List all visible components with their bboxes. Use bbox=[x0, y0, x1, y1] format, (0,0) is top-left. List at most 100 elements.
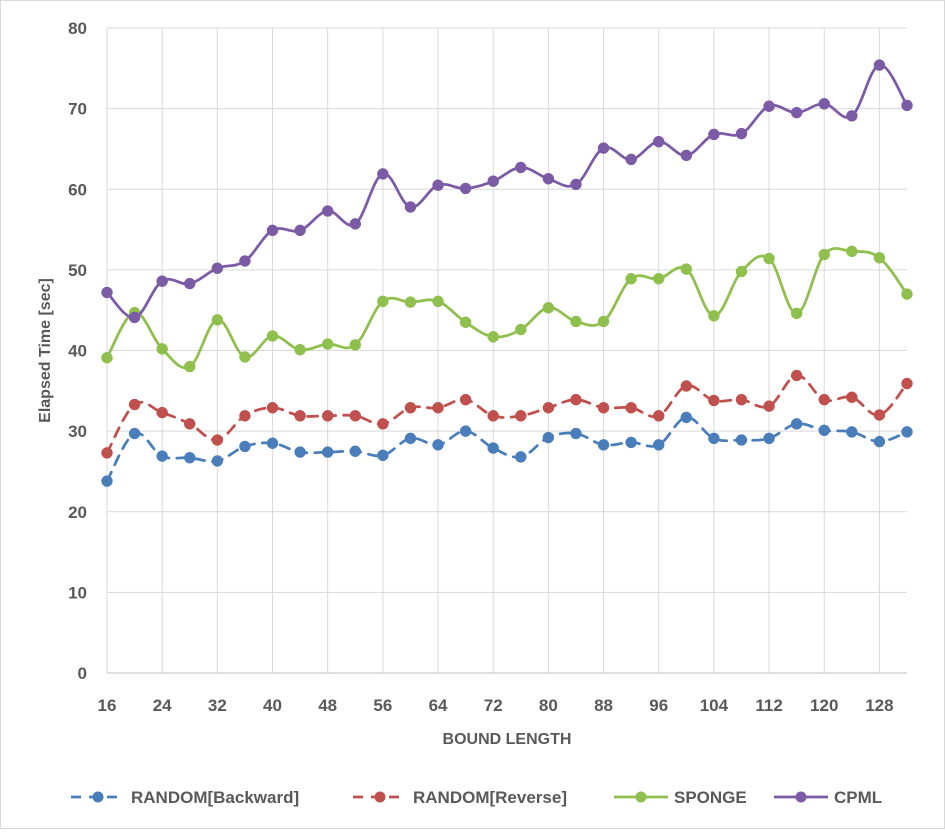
data-point bbox=[708, 310, 720, 322]
legend-item: RANDOM[Backward] bbox=[71, 788, 299, 807]
data-point bbox=[542, 431, 555, 444]
data-point bbox=[735, 127, 748, 140]
data-point bbox=[432, 295, 444, 308]
x-tick-label: 112 bbox=[755, 696, 782, 715]
legend-swatch-marker bbox=[795, 791, 807, 803]
data-point bbox=[625, 153, 637, 166]
data-point bbox=[597, 315, 610, 328]
data-point bbox=[101, 352, 113, 364]
data-point bbox=[818, 393, 830, 406]
data-point bbox=[128, 311, 141, 324]
data-point bbox=[377, 418, 389, 430]
data-point bbox=[487, 410, 499, 422]
legend-swatch-marker bbox=[635, 791, 647, 803]
data-point bbox=[101, 475, 113, 487]
y-tick-label: 0 bbox=[78, 664, 87, 683]
legend-label: SPONGE bbox=[674, 788, 747, 807]
data-point bbox=[542, 302, 555, 314]
data-point bbox=[211, 314, 224, 326]
data-point bbox=[652, 135, 665, 148]
legend: RANDOM[Backward] RANDOM[Reverse] SPONGE CPM… bbox=[71, 788, 882, 807]
data-point bbox=[349, 410, 362, 422]
legend-swatch-marker bbox=[92, 791, 104, 803]
series-line bbox=[105, 416, 909, 483]
data-point bbox=[680, 411, 693, 424]
data-point bbox=[321, 446, 334, 458]
data-point bbox=[321, 205, 334, 217]
x-tick-label: 56 bbox=[373, 696, 392, 715]
y-tick-label: 50 bbox=[68, 261, 87, 280]
data-point bbox=[515, 323, 527, 336]
data-point bbox=[846, 426, 858, 438]
data-point bbox=[652, 272, 665, 285]
x-tick-label: 16 bbox=[98, 696, 117, 715]
data-point bbox=[873, 59, 886, 71]
series-random-reverse bbox=[101, 369, 913, 459]
legend-item: RANDOM[Reverse] bbox=[353, 788, 567, 807]
data-point bbox=[652, 410, 665, 422]
data-point bbox=[459, 393, 472, 406]
data-point bbox=[184, 451, 196, 464]
data-point bbox=[184, 360, 196, 373]
data-point bbox=[459, 316, 472, 329]
data-point bbox=[487, 175, 499, 187]
x-tick-label: 80 bbox=[539, 696, 558, 715]
data-point bbox=[294, 343, 306, 356]
data-point bbox=[763, 400, 775, 412]
data-point bbox=[652, 439, 665, 451]
x-tick-label: 24 bbox=[153, 696, 172, 715]
x-tick-label: 128 bbox=[865, 696, 893, 715]
y-tick-label: 30 bbox=[68, 422, 87, 441]
data-point bbox=[846, 391, 858, 404]
data-point bbox=[294, 224, 306, 237]
series-line bbox=[105, 374, 909, 455]
x-tick-label: 48 bbox=[318, 696, 337, 715]
data-point bbox=[266, 437, 279, 449]
data-point bbox=[156, 343, 168, 355]
data-point bbox=[708, 128, 720, 141]
data-point bbox=[625, 272, 637, 285]
data-point bbox=[349, 445, 362, 458]
data-point bbox=[873, 435, 886, 448]
data-point bbox=[873, 409, 886, 421]
data-point bbox=[846, 245, 858, 258]
data-point bbox=[432, 439, 444, 451]
x-axis-ticks: 16 24 32 40 48 56 64 72 80 88 96 104 112 120 128 bbox=[98, 696, 894, 715]
data-point bbox=[377, 295, 389, 308]
legend-item: CPML bbox=[774, 788, 882, 807]
data-point bbox=[487, 331, 499, 343]
data-point bbox=[266, 401, 279, 414]
data-point bbox=[432, 401, 444, 414]
data-point bbox=[625, 436, 637, 449]
data-point bbox=[680, 263, 693, 275]
gridlines bbox=[106, 27, 907, 673]
data-point bbox=[459, 425, 472, 437]
data-point bbox=[763, 100, 775, 112]
data-point bbox=[818, 424, 830, 437]
data-point bbox=[790, 418, 803, 430]
series-layer bbox=[101, 59, 913, 487]
data-point bbox=[101, 447, 113, 459]
data-point bbox=[294, 410, 306, 422]
y-tick-label: 70 bbox=[68, 100, 87, 119]
legend-label: RANDOM[Backward] bbox=[131, 788, 299, 807]
data-point bbox=[266, 330, 279, 342]
data-point bbox=[101, 286, 113, 299]
y-tick-label: 60 bbox=[68, 180, 87, 199]
data-point bbox=[128, 427, 141, 440]
data-point bbox=[790, 369, 803, 382]
data-point bbox=[432, 179, 444, 191]
data-point bbox=[735, 434, 748, 446]
x-tick-label: 64 bbox=[429, 696, 448, 715]
data-point bbox=[349, 218, 362, 230]
data-point bbox=[487, 442, 499, 454]
data-point bbox=[597, 142, 610, 154]
data-point bbox=[708, 394, 720, 407]
data-point bbox=[211, 434, 224, 446]
data-point bbox=[735, 393, 748, 406]
data-point bbox=[763, 432, 775, 445]
data-point bbox=[625, 401, 637, 414]
y-tick-label: 80 bbox=[68, 19, 87, 38]
